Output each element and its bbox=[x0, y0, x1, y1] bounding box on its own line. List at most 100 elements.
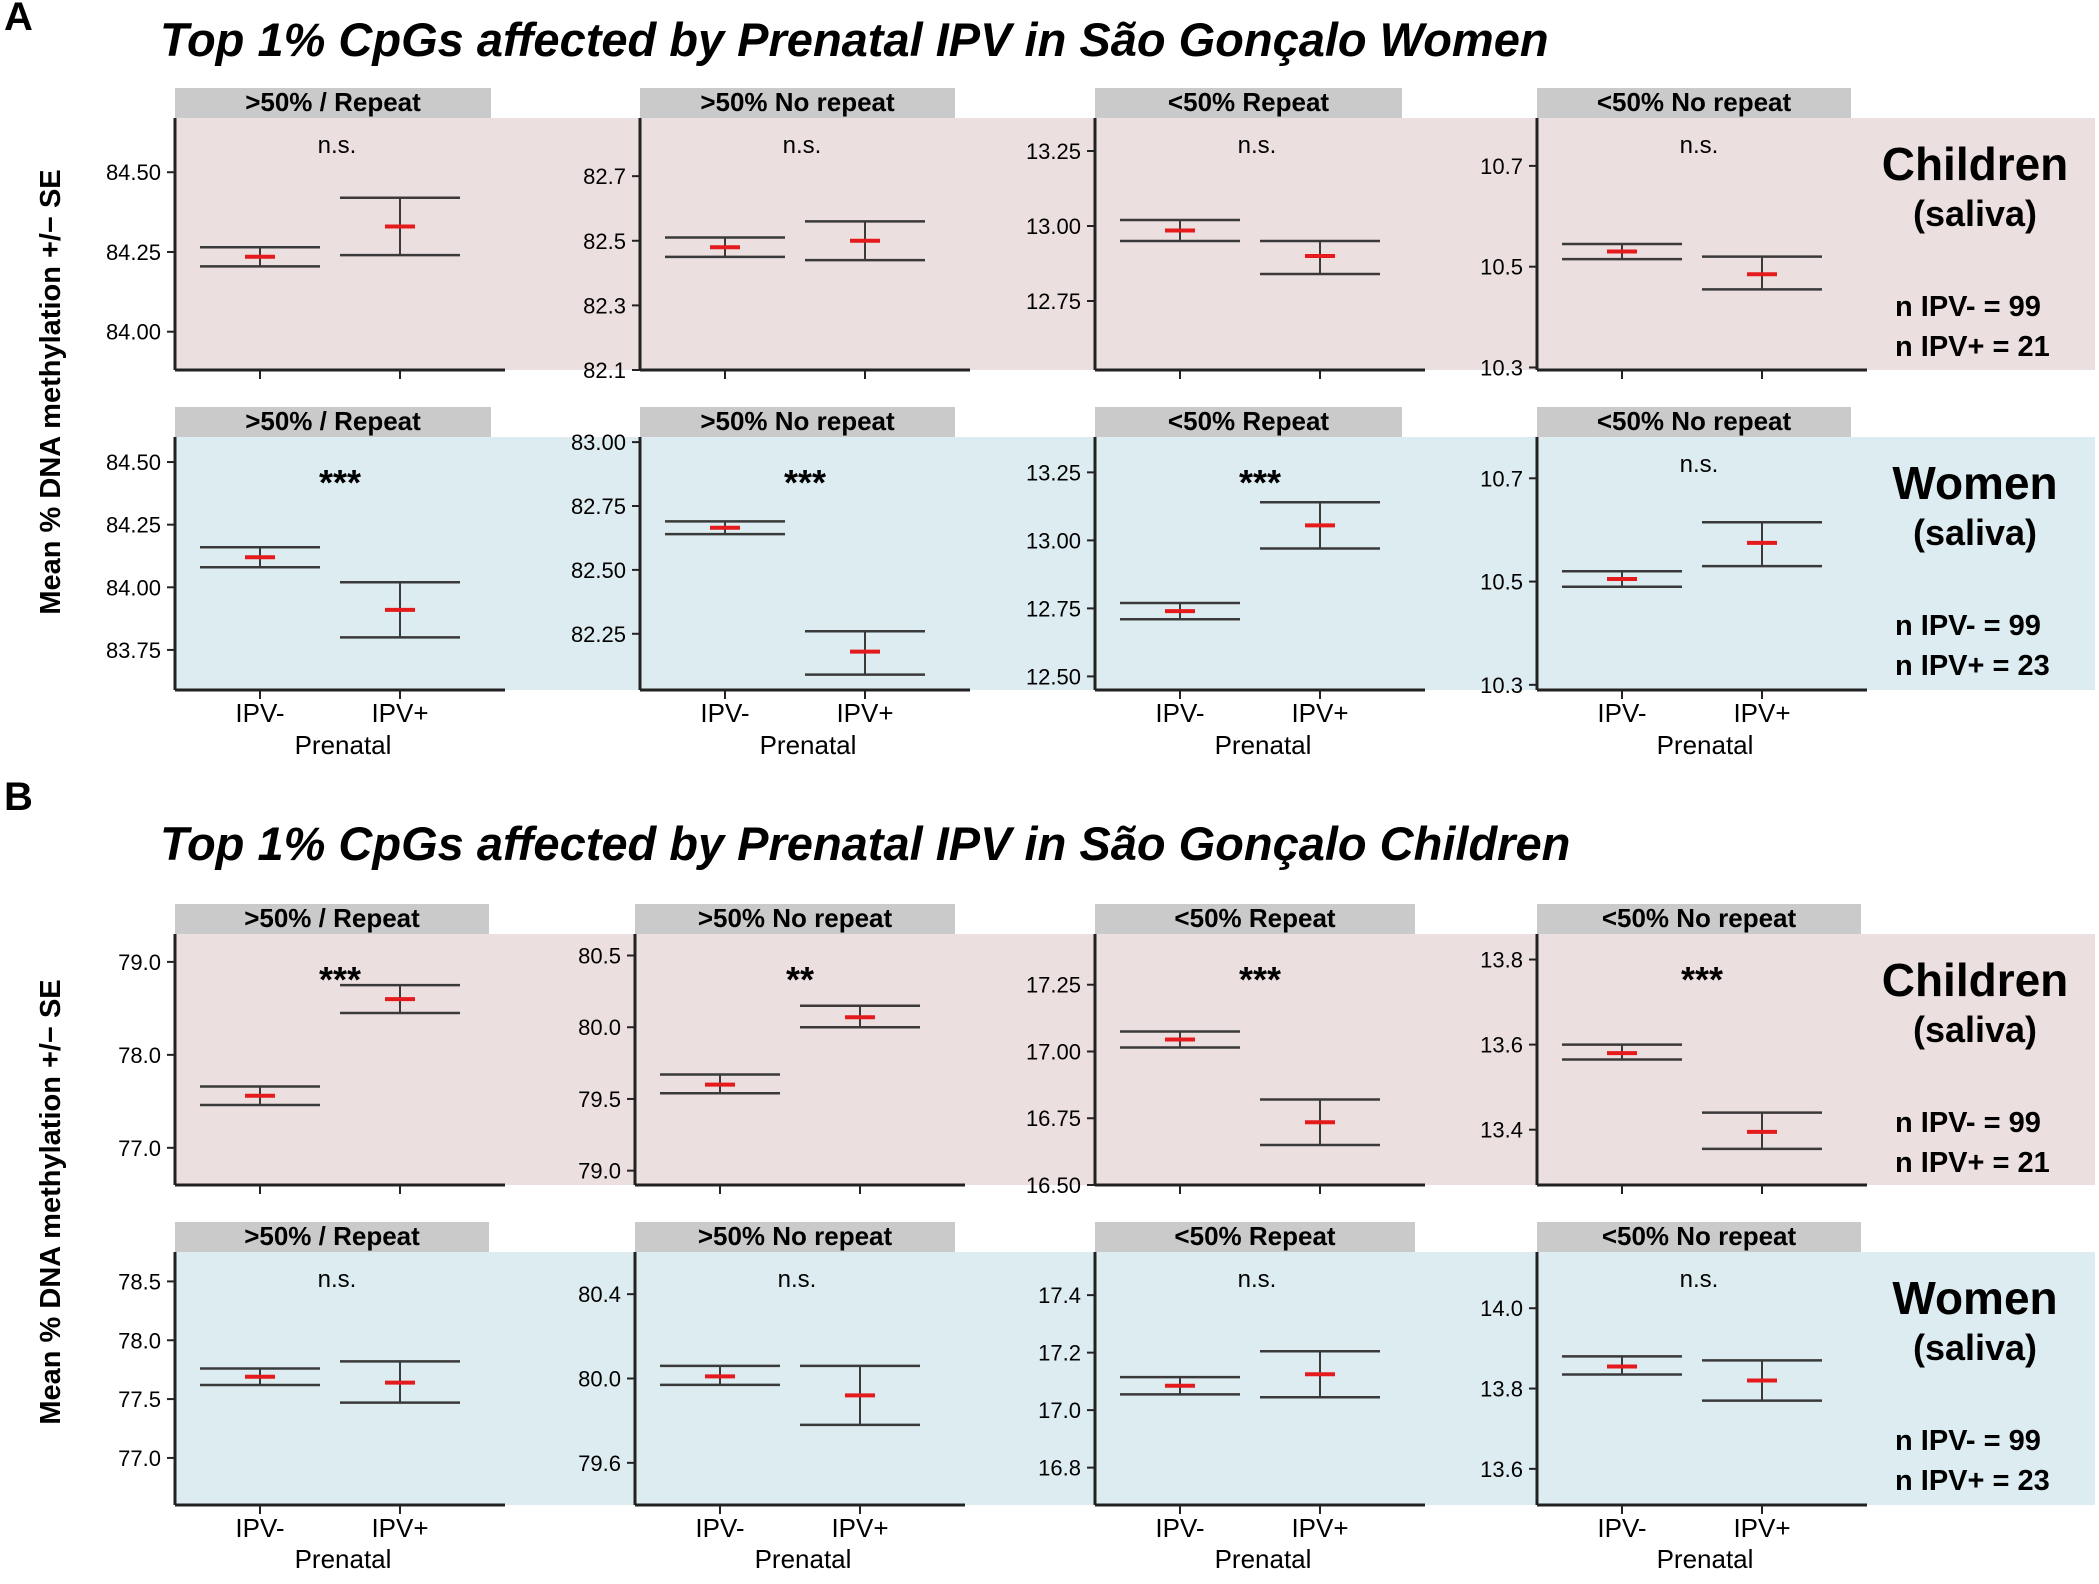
significance-label: n.s. bbox=[778, 1266, 817, 1293]
x-tick-label: IPV+ bbox=[371, 1513, 428, 1543]
x-tick-label: IPV- bbox=[1155, 698, 1204, 728]
facet-strip-label: <50% No repeat bbox=[1597, 406, 1792, 436]
y-tick-label: 14.0 bbox=[1480, 1296, 1523, 1321]
y-tick-label: 10.3 bbox=[1480, 355, 1523, 380]
x-axis-title: Prenatal bbox=[295, 1544, 392, 1574]
y-tick-label: 77.0 bbox=[118, 1446, 161, 1471]
facet-strip bbox=[1537, 904, 1861, 934]
row-background bbox=[175, 1252, 2095, 1505]
row-women: >50% / Repeat 83.75 84.00 84.25 84.50 *** IPV-… bbox=[106, 406, 2095, 760]
significance-label: n.s. bbox=[1680, 1266, 1719, 1293]
row-women: >50% / Repeat 77.0 77.5 78.0 78.5 n.s. IPV- IPV… bbox=[118, 1221, 2095, 1574]
y-tick-label: 16.75 bbox=[1026, 1106, 1081, 1131]
y-tick-label: 79.0 bbox=[578, 1159, 621, 1184]
row-background bbox=[175, 118, 2095, 370]
n-ipv-pos: n IPV+ = 23 bbox=[1895, 1465, 2050, 1497]
y-tick-label: 17.4 bbox=[1038, 1283, 1081, 1308]
facet-strip bbox=[640, 407, 955, 437]
n-ipv-neg: n IPV- = 99 bbox=[1895, 1107, 2041, 1139]
y-tick-label: 13.25 bbox=[1026, 139, 1081, 164]
facet-3: <50% Repeat 16.8 17.0 17.2 17.4 n.s. IPV- IPV+P… bbox=[1038, 1221, 1425, 1574]
y-tick-label: 82.3 bbox=[583, 293, 626, 318]
significance-label: n.s. bbox=[1680, 132, 1719, 159]
x-axis-title: Prenatal bbox=[1215, 1544, 1312, 1574]
panel-title: Top 1% CpGs affected by Prenatal IPV in … bbox=[160, 817, 1570, 870]
significance-label: *** bbox=[319, 462, 361, 503]
y-tick-label: 78.0 bbox=[118, 1043, 161, 1068]
facet-1: >50% / Repeat 84.00 84.25 84.50 n.s. bbox=[106, 87, 505, 379]
significance-label: *** bbox=[784, 462, 826, 503]
y-tick-label: 77.5 bbox=[118, 1387, 161, 1412]
y-tick-label: 16.50 bbox=[1026, 1173, 1081, 1198]
x-tick-label: IPV- bbox=[1597, 698, 1646, 728]
panel-title: Top 1% CpGs affected by Prenatal IPV in … bbox=[160, 13, 1549, 66]
n-ipv-pos: n IPV+ = 21 bbox=[1895, 331, 2050, 363]
group-label: Women bbox=[1892, 1272, 2057, 1324]
x-tick-label: IPV+ bbox=[371, 698, 428, 728]
y-tick-label: 12.50 bbox=[1026, 664, 1081, 689]
panel-a: A Top 1% CpGs affected by Prenatal IPV in… bbox=[4, 0, 2095, 760]
y-tick-label: 82.1 bbox=[583, 358, 626, 383]
facet-3: <50% Repeat 16.50 16.75 17.00 17.25 *** bbox=[1026, 903, 1425, 1198]
x-axis-title: Prenatal bbox=[1657, 730, 1754, 760]
n-ipv-neg: n IPV- = 99 bbox=[1895, 610, 2041, 642]
y-tick-label: 10.5 bbox=[1480, 570, 1523, 595]
facet-3: <50% Repeat 12.50 12.75 13.00 13.25 *** IPV- IP… bbox=[1026, 406, 1425, 760]
y-tick-label: 82.50 bbox=[571, 558, 626, 583]
y-tick-label: 84.00 bbox=[106, 575, 161, 600]
y-tick-label: 84.00 bbox=[106, 320, 161, 345]
facet-4: <50% No repeat 13.4 13.6 13.8 *** bbox=[1480, 903, 1867, 1194]
significance-label: n.s. bbox=[1238, 1266, 1277, 1293]
facet-strip-label: <50% Repeat bbox=[1168, 87, 1329, 117]
facet-strip-label: <50% No repeat bbox=[1597, 87, 1792, 117]
facet-strip bbox=[1537, 1222, 1861, 1252]
facet-strip bbox=[175, 1222, 489, 1252]
group-sublabel: (saliva) bbox=[1913, 193, 2037, 234]
significance-label: n.s. bbox=[1238, 132, 1277, 159]
facet-strip-label: >50% No repeat bbox=[698, 1221, 893, 1251]
facet-strip-label: >50% / Repeat bbox=[245, 406, 421, 436]
facet-strip bbox=[175, 407, 491, 437]
facet-1: >50% / Repeat 77.0 78.0 79.0 *** bbox=[118, 903, 505, 1194]
y-axis-title: Mean % DNA methylation +/− SE bbox=[35, 979, 67, 1424]
panel-letter: A bbox=[4, 0, 33, 39]
significance-label: ** bbox=[786, 959, 814, 1000]
y-tick-label: 80.5 bbox=[578, 944, 621, 969]
y-tick-label: 84.25 bbox=[106, 513, 161, 538]
facet-2: >50% No repeat 82.25 82.50 82.75 83.00 *** IPV… bbox=[571, 406, 970, 760]
y-tick-label: 17.00 bbox=[1026, 1039, 1081, 1064]
y-tick-label: 13.4 bbox=[1480, 1118, 1523, 1143]
x-axis-title: Prenatal bbox=[755, 1544, 852, 1574]
facet-strip-label: >50% / Repeat bbox=[244, 1221, 420, 1251]
facet-2: >50% No repeat 79.0 79.5 80.0 80.5 ** bbox=[578, 903, 965, 1194]
y-tick-label: 13.8 bbox=[1480, 948, 1523, 973]
facet-strip-label: <50% Repeat bbox=[1174, 903, 1335, 933]
y-tick-label: 78.5 bbox=[118, 1269, 161, 1294]
group-sublabel: (saliva) bbox=[1913, 512, 2037, 553]
facet-strip bbox=[640, 88, 955, 118]
x-axis-title: Prenatal bbox=[295, 730, 392, 760]
x-axis-title: Prenatal bbox=[1657, 1544, 1754, 1574]
significance-label: n.s. bbox=[318, 1266, 357, 1293]
n-ipv-neg: n IPV- = 99 bbox=[1895, 291, 2041, 323]
facet-strip bbox=[635, 1222, 955, 1252]
y-tick-label: 16.8 bbox=[1038, 1456, 1081, 1481]
group-sublabel: (saliva) bbox=[1913, 1009, 2037, 1050]
y-tick-label: 10.7 bbox=[1480, 154, 1523, 179]
x-axis-title: Prenatal bbox=[1215, 730, 1312, 760]
y-tick-label: 80.0 bbox=[578, 1015, 621, 1040]
x-tick-label: IPV+ bbox=[1733, 1513, 1790, 1543]
facet-strip-label: >50% / Repeat bbox=[244, 903, 420, 933]
facet-strip bbox=[1537, 407, 1851, 437]
y-tick-label: 10.7 bbox=[1480, 466, 1523, 491]
significance-label: n.s. bbox=[783, 132, 822, 159]
row-background bbox=[175, 934, 2095, 1185]
facet-4: <50% No repeat 10.3 10.5 10.7 n.s. IPV- IPV+Pr… bbox=[1480, 406, 1867, 760]
y-tick-label: 17.2 bbox=[1038, 1341, 1081, 1366]
y-tick-label: 79.0 bbox=[118, 950, 161, 975]
x-tick-label: IPV+ bbox=[1733, 698, 1790, 728]
y-tick-label: 13.00 bbox=[1026, 214, 1081, 239]
group-label: Children bbox=[1882, 138, 2069, 190]
x-tick-label: IPV+ bbox=[1291, 1513, 1348, 1543]
